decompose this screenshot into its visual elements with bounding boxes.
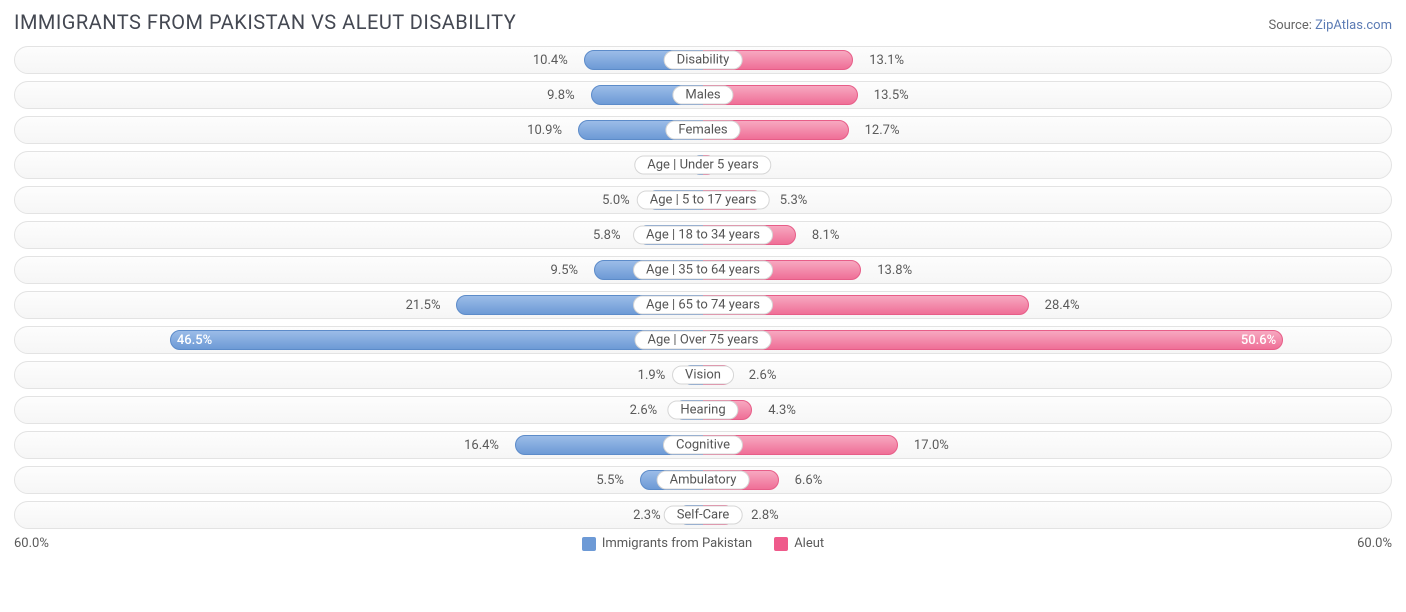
axis-max-right: 60.0% xyxy=(1357,536,1392,551)
chart-row: 1.9% 2.6% Vision xyxy=(14,361,1392,389)
chart-row: 9.5% 13.8% Age | 35 to 64 years xyxy=(14,256,1392,284)
value-left: 5.5% xyxy=(596,467,632,493)
category-label: Disability xyxy=(664,51,743,70)
category-label: Age | 5 to 17 years xyxy=(637,191,770,210)
value-left: 9.5% xyxy=(551,257,587,283)
value-right: 28.4% xyxy=(1037,292,1080,318)
value-left: 5.8% xyxy=(593,222,629,248)
value-right: 5.3% xyxy=(772,187,808,213)
chart-row: 5.5% 6.6% Ambulatory xyxy=(14,466,1392,494)
value-right: 50.6% xyxy=(1233,331,1276,349)
legend-swatch-left xyxy=(582,537,596,551)
value-right: 4.3% xyxy=(760,397,796,423)
value-right: 12.7% xyxy=(857,117,900,143)
value-left: 2.6% xyxy=(630,397,666,423)
category-label: Self-Care xyxy=(664,506,743,525)
source-attribution: Source: ZipAtlas.com xyxy=(1268,18,1392,33)
value-left: 10.4% xyxy=(533,47,576,73)
legend: Immigrants from Pakistan Aleut xyxy=(582,536,824,551)
category-label: Age | 18 to 34 years xyxy=(633,226,773,245)
value-right: 2.6% xyxy=(741,362,777,388)
value-right: 13.5% xyxy=(866,82,909,108)
bar-right: 50.6% xyxy=(703,330,1283,350)
category-label: Males xyxy=(672,86,733,105)
category-label: Vision xyxy=(672,366,734,385)
legend-label-right: Aleut xyxy=(794,536,824,551)
chart-row: 16.4% 17.0% Cognitive xyxy=(14,431,1392,459)
legend-label-left: Immigrants from Pakistan xyxy=(602,536,752,551)
category-label: Hearing xyxy=(667,401,738,420)
category-label: Age | 35 to 64 years xyxy=(633,261,773,280)
chart-row: 5.8% 8.1% Age | 18 to 34 years xyxy=(14,221,1392,249)
value-right: 8.1% xyxy=(804,222,840,248)
chart-row: 21.5% 28.4% Age | 65 to 74 years xyxy=(14,291,1392,319)
chart-row: 2.3%2.8%Self-Care xyxy=(14,501,1392,529)
diverging-bar-chart: 10.4%13.1%Disability9.8%13.5%Males10.9%1… xyxy=(14,46,1392,529)
axis-max-left: 60.0% xyxy=(14,536,49,551)
value-right: 13.8% xyxy=(869,257,912,283)
bar-left: 46.5% xyxy=(170,330,703,350)
chart-row: 46.5% 50.6% Age | Over 75 years xyxy=(14,326,1392,354)
value-right: 17.0% xyxy=(906,432,949,458)
value-left: 9.8% xyxy=(547,82,583,108)
legend-swatch-right xyxy=(774,537,788,551)
chart-row: 10.9% 12.7% Females xyxy=(14,116,1392,144)
legend-item-left: Immigrants from Pakistan xyxy=(582,536,752,551)
chart-row: 1.1%1.2%Age | Under 5 years xyxy=(14,151,1392,179)
value-left: 1.9% xyxy=(638,362,674,388)
legend-item-right: Aleut xyxy=(774,536,824,551)
value-left: 5.0% xyxy=(602,187,638,213)
category-label: Females xyxy=(665,121,740,140)
source-prefix: Source: xyxy=(1268,18,1315,33)
category-label: Age | 65 to 74 years xyxy=(633,296,773,315)
value-right: 13.1% xyxy=(861,47,904,73)
category-label: Cognitive xyxy=(663,436,743,455)
value-right: 6.6% xyxy=(787,467,823,493)
chart-row: 2.6% 4.3% Hearing xyxy=(14,396,1392,424)
value-right: 2.8% xyxy=(743,502,779,528)
chart-row: 9.8% 13.5% Males xyxy=(14,81,1392,109)
value-left: 10.9% xyxy=(527,117,570,143)
category-label: Age | Over 75 years xyxy=(635,331,772,350)
chart-row: 10.4% 13.1% Disability xyxy=(14,46,1392,74)
value-left: 21.5% xyxy=(406,292,449,318)
category-label: Age | Under 5 years xyxy=(634,156,771,175)
value-left: 16.4% xyxy=(464,432,507,458)
value-left: 46.5% xyxy=(177,331,696,349)
category-label: Ambulatory xyxy=(657,471,750,490)
chart-row: 5.0% 5.3%Age | 5 to 17 years xyxy=(14,186,1392,214)
chart-title: IMMIGRANTS FROM PAKISTAN VS ALEUT DISABI… xyxy=(14,10,516,34)
chart-footer: 60.0% Immigrants from Pakistan Aleut 60.… xyxy=(14,536,1392,551)
header: IMMIGRANTS FROM PAKISTAN VS ALEUT DISABI… xyxy=(14,10,1392,34)
source-domain: ZipAtlas.com xyxy=(1315,18,1392,33)
